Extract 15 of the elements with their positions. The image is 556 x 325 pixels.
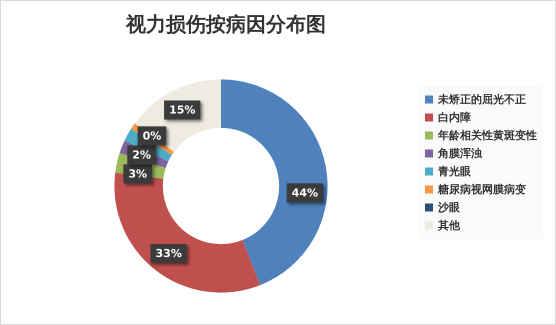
data-label: 2% xyxy=(132,148,151,162)
legend-label: 角膜浑浊 xyxy=(437,147,483,160)
data-label: 3% xyxy=(128,167,148,180)
legend-label: 沙眼 xyxy=(437,201,461,214)
legend-label: 糖尿病视网膜病变 xyxy=(437,183,526,196)
chart-title: 视力损伤按病因分布图 xyxy=(125,12,326,36)
legend-label: 未矫正的屈光不正 xyxy=(437,93,526,106)
legend-label: 其他 xyxy=(437,219,461,232)
legend-label: 青光眼 xyxy=(437,165,472,178)
data-label: 15% xyxy=(169,103,196,116)
legend-label: 白内障 xyxy=(438,111,471,124)
data-label: 44% xyxy=(292,186,318,200)
text: 0% xyxy=(142,129,162,142)
legend-label: 年龄相关性黄斑变性 xyxy=(437,129,537,142)
data-label: 33% xyxy=(156,246,182,260)
